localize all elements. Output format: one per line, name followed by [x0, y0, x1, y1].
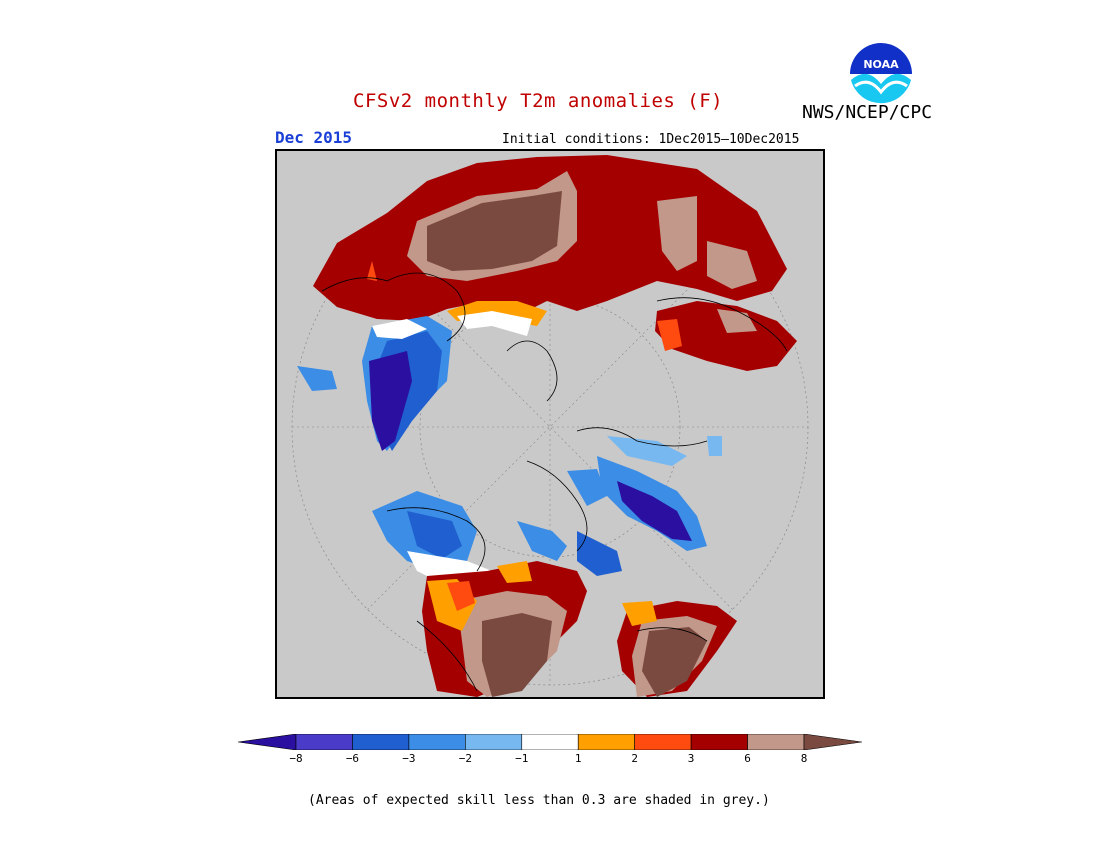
- map-title: CFSv2 monthly T2m anomalies (F): [353, 90, 724, 112]
- cold-anomaly-alaska: [372, 491, 622, 586]
- colorbar-cell: [690, 734, 748, 750]
- warm-anomaly-north-america: [422, 561, 587, 697]
- colorbar-tick-label: 2: [631, 752, 638, 765]
- colorbar-tick-label: 6: [744, 752, 751, 765]
- initial-conditions-label: Initial conditions: 1Dec2015–10Dec2015: [502, 132, 800, 147]
- colorbar-cell: [238, 734, 297, 750]
- colorbar-cell: [634, 734, 692, 750]
- colorbar-cell: [408, 734, 466, 750]
- logo-text: NOAA: [863, 58, 899, 71]
- colorbar-tick-label: −8: [289, 752, 303, 765]
- colorbar-cell: [747, 734, 805, 750]
- colorbar-tick-label: 8: [800, 752, 808, 765]
- polar-map-svg: [291, 155, 809, 697]
- warm-anomaly-eurasia: [313, 155, 787, 336]
- colorbar-cell: [352, 734, 410, 750]
- colorbar-tick-label: −1: [515, 752, 529, 765]
- cold-anomaly-asia: [297, 316, 452, 451]
- colorbar: [238, 734, 862, 750]
- warm-anomaly-europe: [655, 301, 797, 371]
- colorbar-tick-label: −3: [402, 752, 416, 765]
- noaa-logo: NOAA: [850, 43, 912, 105]
- warm-anomaly-europe-south: [617, 601, 737, 697]
- colorbar-tick-label: 1: [574, 752, 582, 765]
- skill-footnote: (Areas of expected skill less than 0.3 a…: [308, 793, 770, 808]
- colorbar-tick-label: −6: [345, 752, 360, 765]
- colorbar-tick-label: 3: [687, 752, 695, 765]
- colorbar-cell: [465, 734, 523, 750]
- colorbar-cell: [577, 734, 635, 750]
- colorbar-tick-label: −2: [458, 752, 472, 765]
- month-label: Dec 2015: [275, 128, 353, 147]
- colorbar-cell: [295, 734, 353, 750]
- org-label: NWS/NCEP/CPC: [802, 102, 933, 123]
- colorbar-cell: [803, 734, 862, 750]
- colorbar-cell: [521, 734, 579, 750]
- cold-anomaly-greenland: [567, 436, 722, 551]
- coastlines: [321, 272, 788, 692]
- polar-map: [275, 149, 825, 699]
